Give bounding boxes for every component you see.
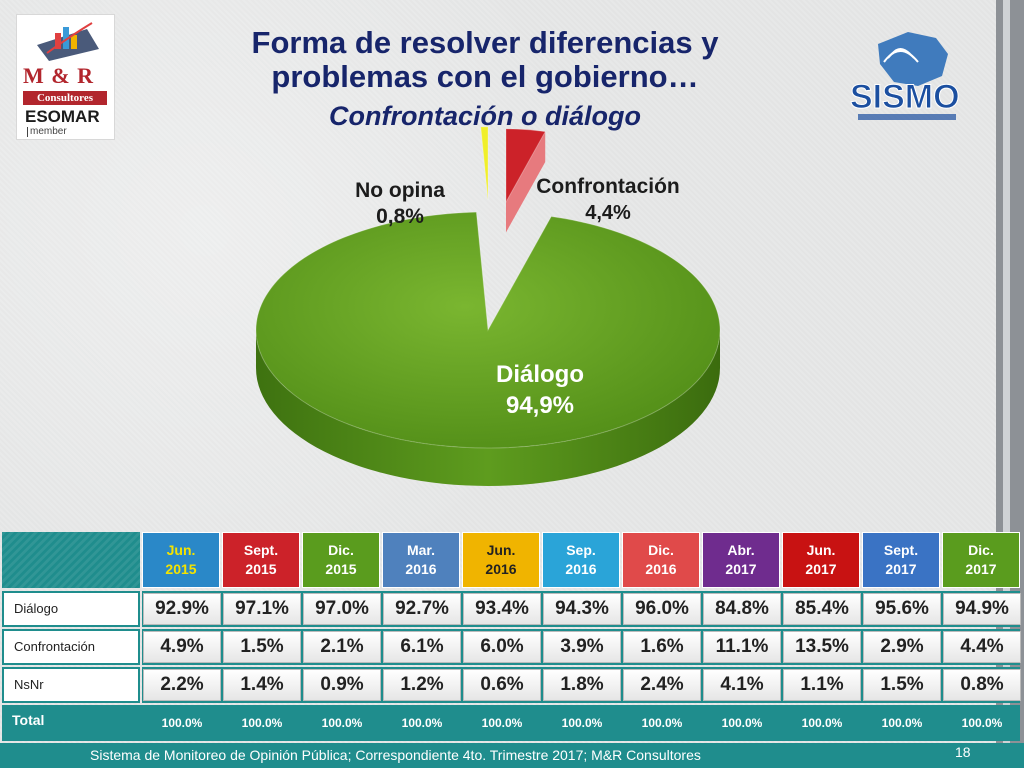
table-cell: 4.4% <box>943 631 1021 663</box>
pie-slice-dialogo <box>255 211 721 449</box>
mr-consultores-logo: M & R Consultores ESOMAR member <box>16 14 115 140</box>
footer-text: Sistema de Monitoreo de Opinión Pública;… <box>90 747 701 763</box>
chart-emblem-icon <box>37 22 99 61</box>
table-cell: 97.0% <box>303 593 381 625</box>
total-cell: 100.0% <box>641 716 683 730</box>
title-line-2: problemas con el gobierno… <box>271 59 699 94</box>
table-cell: 2.4% <box>623 669 701 701</box>
slice-label-confrontacion: Confrontación <box>536 175 679 198</box>
row-label: Diálogo <box>2 591 140 627</box>
table-cell: 2.9% <box>863 631 941 663</box>
table-cell: 1.6% <box>623 631 701 663</box>
table-cell: 92.9% <box>143 593 221 625</box>
table-cell: 94.9% <box>943 593 1021 625</box>
table-cell: 93.4% <box>463 593 541 625</box>
total-cell: 100.0% <box>241 716 283 730</box>
period-header: Mar. 2016 <box>382 532 460 588</box>
pie-slice-side-confrontacion <box>506 131 546 233</box>
total-cell: 100.0% <box>881 716 923 730</box>
table-cell: 1.5% <box>223 631 301 663</box>
pie-slice-side-dialogo <box>256 330 720 486</box>
table-cell: 96.0% <box>623 593 701 625</box>
table-cell: 1.1% <box>783 669 861 701</box>
total-cell: 100.0% <box>721 716 763 730</box>
table-cell: 2.1% <box>303 631 381 663</box>
total-cell: 100.0% <box>401 716 443 730</box>
table-cell: 0.6% <box>463 669 541 701</box>
title-line-1: Forma de resolver diferencias y <box>251 25 719 60</box>
period-header: Sep. 2016 <box>542 532 620 588</box>
slice-label-dialogo: Diálogo <box>496 361 584 388</box>
table-cell: 1.4% <box>223 669 301 701</box>
table-cell: 0.9% <box>303 669 381 701</box>
table-cell: 13.5% <box>783 631 861 663</box>
period-header: Jun. 2015 <box>142 532 220 588</box>
slice-value-no-opina: 0,8% <box>376 205 424 228</box>
right-edge-bar-inner <box>1003 0 1010 768</box>
period-header: Sept. 2015 <box>222 532 300 588</box>
total-label: Total <box>12 712 45 728</box>
slice-value-confrontacion: 4,4% <box>585 202 631 224</box>
table-cell: 2.2% <box>143 669 221 701</box>
page-number: 18 <box>955 744 971 760</box>
table-cell: 0.8% <box>943 669 1021 701</box>
logo-tag: Consultores <box>23 91 107 105</box>
table-cell: 6.1% <box>383 631 461 663</box>
table-cell: 3.9% <box>543 631 621 663</box>
table-cell: 94.3% <box>543 593 621 625</box>
logo-brand: M & R <box>23 63 94 88</box>
period-header: Dic. 2016 <box>622 532 700 588</box>
table-cell: 92.7% <box>383 593 461 625</box>
period-header: Sept. 2017 <box>862 532 940 588</box>
table-cell: 95.6% <box>863 593 941 625</box>
total-cell: 100.0% <box>321 716 363 730</box>
row-label: NsNr <box>2 667 140 703</box>
table-cell: 85.4% <box>783 593 861 625</box>
total-cell: 100.0% <box>161 716 203 730</box>
pie-chart: No opina 0,8% Confrontación 4,4% Diálogo… <box>255 126 721 486</box>
period-header: Jun. 2017 <box>782 532 860 588</box>
table-cell: 4.9% <box>143 631 221 663</box>
sismo-wordmark: SISMO <box>850 78 960 116</box>
esomar-label: ESOMAR <box>25 107 100 126</box>
total-cell: 100.0% <box>961 716 1003 730</box>
slice-label-no-opina: No opina <box>355 179 445 202</box>
total-cell: 100.0% <box>801 716 843 730</box>
footer-bar <box>0 743 1024 768</box>
pie-slice-no-opina <box>480 126 489 201</box>
table-cell: 1.5% <box>863 669 941 701</box>
slide-subtitle: Confrontación o diálogo <box>329 101 641 131</box>
period-header: Abr. 2017 <box>702 532 780 588</box>
table-cell: 11.1% <box>703 631 781 663</box>
pie-slice-confrontacion <box>505 128 547 204</box>
row-label: Confrontación <box>2 629 140 665</box>
table-cell: 97.1% <box>223 593 301 625</box>
period-header: Dic. 2015 <box>302 532 380 588</box>
total-row <box>2 705 1020 741</box>
period-header: Dic. 2017 <box>942 532 1020 588</box>
table-cell: 1.8% <box>543 669 621 701</box>
period-header: Jun. 2016 <box>462 532 540 588</box>
table-header-corner <box>2 532 140 588</box>
total-cell: 100.0% <box>481 716 523 730</box>
member-label: member <box>27 127 67 137</box>
slice-value-dialogo: 94,9% <box>506 392 574 419</box>
table-cell: 1.2% <box>383 669 461 701</box>
map-silhouette-icon <box>878 32 948 86</box>
total-cell: 100.0% <box>561 716 603 730</box>
table-cell: 4.1% <box>703 669 781 701</box>
table-cell: 84.8% <box>703 593 781 625</box>
slide-title: Forma de resolver diferencias y problema… <box>150 26 820 94</box>
sismo-logo: SISMO <box>850 32 960 120</box>
table-cell: 6.0% <box>463 631 541 663</box>
